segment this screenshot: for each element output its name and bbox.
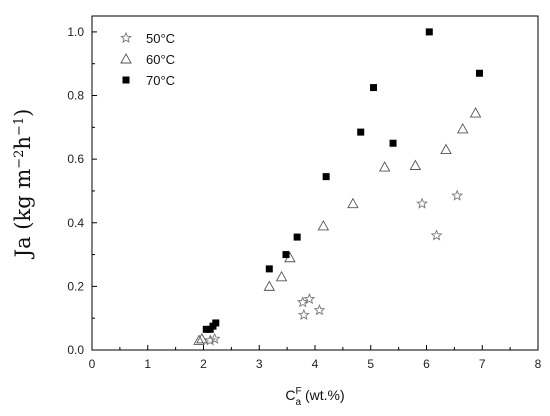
data-point [416, 197, 428, 209]
data-point [475, 69, 483, 77]
series-2 [202, 28, 483, 333]
y-tick-label: 1.0 [67, 25, 84, 39]
data-point [208, 332, 221, 344]
x-axis-label: CF a (wt.%) [285, 386, 344, 408]
x-tick-label: 2 [200, 357, 207, 371]
x-tick-label: 1 [144, 357, 151, 371]
data-point [389, 139, 397, 147]
legend-marker [120, 53, 132, 64]
data-point [378, 161, 391, 172]
legend-label: 70°C [146, 73, 175, 88]
data-point [322, 173, 330, 181]
series-0 [204, 189, 464, 346]
data-point [297, 308, 310, 321]
data-point [469, 107, 482, 118]
data-point [282, 251, 290, 259]
data-point [370, 84, 378, 92]
x-tick-label: 3 [256, 357, 263, 371]
data-point [296, 296, 309, 308]
y-tick-label: 0.4 [67, 216, 84, 230]
data-point [263, 280, 276, 291]
x-tick-label: 7 [479, 357, 486, 371]
data-point [425, 28, 433, 36]
y-tick-label: 0.2 [67, 279, 84, 293]
data-point [293, 233, 301, 241]
x-tick-label: 6 [423, 357, 430, 371]
data-point [347, 197, 359, 209]
x-tick-label: 5 [367, 357, 374, 371]
data-point [451, 189, 464, 201]
x-tick-label: 8 [535, 357, 542, 371]
data-point [357, 128, 365, 136]
legend-marker [120, 31, 132, 44]
series-1 [193, 107, 482, 345]
data-point [430, 229, 443, 241]
data-point [275, 270, 288, 282]
legend-label: 50°C [146, 31, 175, 46]
y-tick-label: 0.6 [67, 152, 84, 166]
legend-marker [122, 76, 130, 84]
y-tick-label: 0.8 [67, 89, 84, 103]
legend-label: 60°C [146, 52, 175, 67]
x-tick-label: 0 [89, 357, 96, 371]
data-point [202, 325, 210, 333]
data-point [193, 334, 205, 345]
y-tick-label: 0.0 [67, 343, 84, 357]
data-point [212, 319, 220, 327]
data-point [303, 292, 316, 305]
y-axis-label: Ja (kg m−2h−1) [11, 109, 35, 260]
data-point [317, 220, 330, 231]
data-points [193, 28, 483, 346]
data-point [196, 332, 208, 344]
data-point [204, 334, 217, 346]
data-point [409, 159, 422, 170]
data-point [265, 265, 273, 273]
legend: 50°C 60°C 70°C [120, 31, 175, 88]
data-point [440, 143, 452, 155]
x-tick-label: 4 [312, 357, 319, 371]
axis-labels: CF a (wt.%) Ja (kg m−2h−1) [11, 109, 345, 408]
data-point [313, 304, 326, 316]
axis-ticks: 0 1 2 3 4 5 6 7 8 0.0 0.2 0.4 0.6 0.8 1.0 [67, 25, 541, 371]
data-point [456, 122, 469, 134]
